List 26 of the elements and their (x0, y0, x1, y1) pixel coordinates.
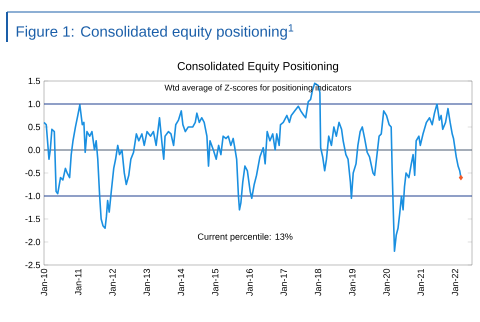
x-tick-label: Jan-21 (418, 268, 424, 296)
y-tick-label: -1.0 (25, 192, 40, 200)
y-tick-label: 1.5 (28, 78, 40, 84)
y-tick-label: -0.5 (25, 170, 40, 176)
x-tick-label: Jan-16 (246, 268, 253, 296)
chart-subtitle: Consolidated Equity Positioning (178, 62, 338, 72)
x-tick-label: Jan-11 (75, 268, 82, 296)
x-tick-label: Jan-19 (349, 268, 356, 296)
chart-title: Figure 1: Consolidated equity positioning$^{1}$ (16, 24, 294, 40)
line-series (43, 82, 462, 252)
x-tick-label: Jan-15 (212, 268, 218, 296)
x-tick-label: Jan-12 (109, 268, 116, 296)
x-tick-label: Jan-13 (144, 268, 150, 296)
x-tick-label: Jan-10 (40, 268, 48, 296)
x-tick-label: Jan-20 (383, 268, 390, 296)
y-tick-label: 1.0 (28, 100, 40, 108)
x-tick-label: Jan-22 (452, 268, 458, 296)
x-tick-label: Jan-17 (280, 268, 287, 296)
annotation: Current percentile: 13% (198, 233, 293, 242)
y-tick-label: -2.5 (25, 262, 40, 268)
y-tick-label: 0.0 (28, 146, 40, 154)
x-tick-label: Jan-18 (314, 268, 322, 296)
y-tick-label: -1.5 (25, 216, 40, 222)
y-tick-label: -2.0 (25, 238, 40, 246)
y-tick-label: 0.5 (28, 124, 40, 130)
x-tick-label: Jan-14 (178, 268, 184, 296)
